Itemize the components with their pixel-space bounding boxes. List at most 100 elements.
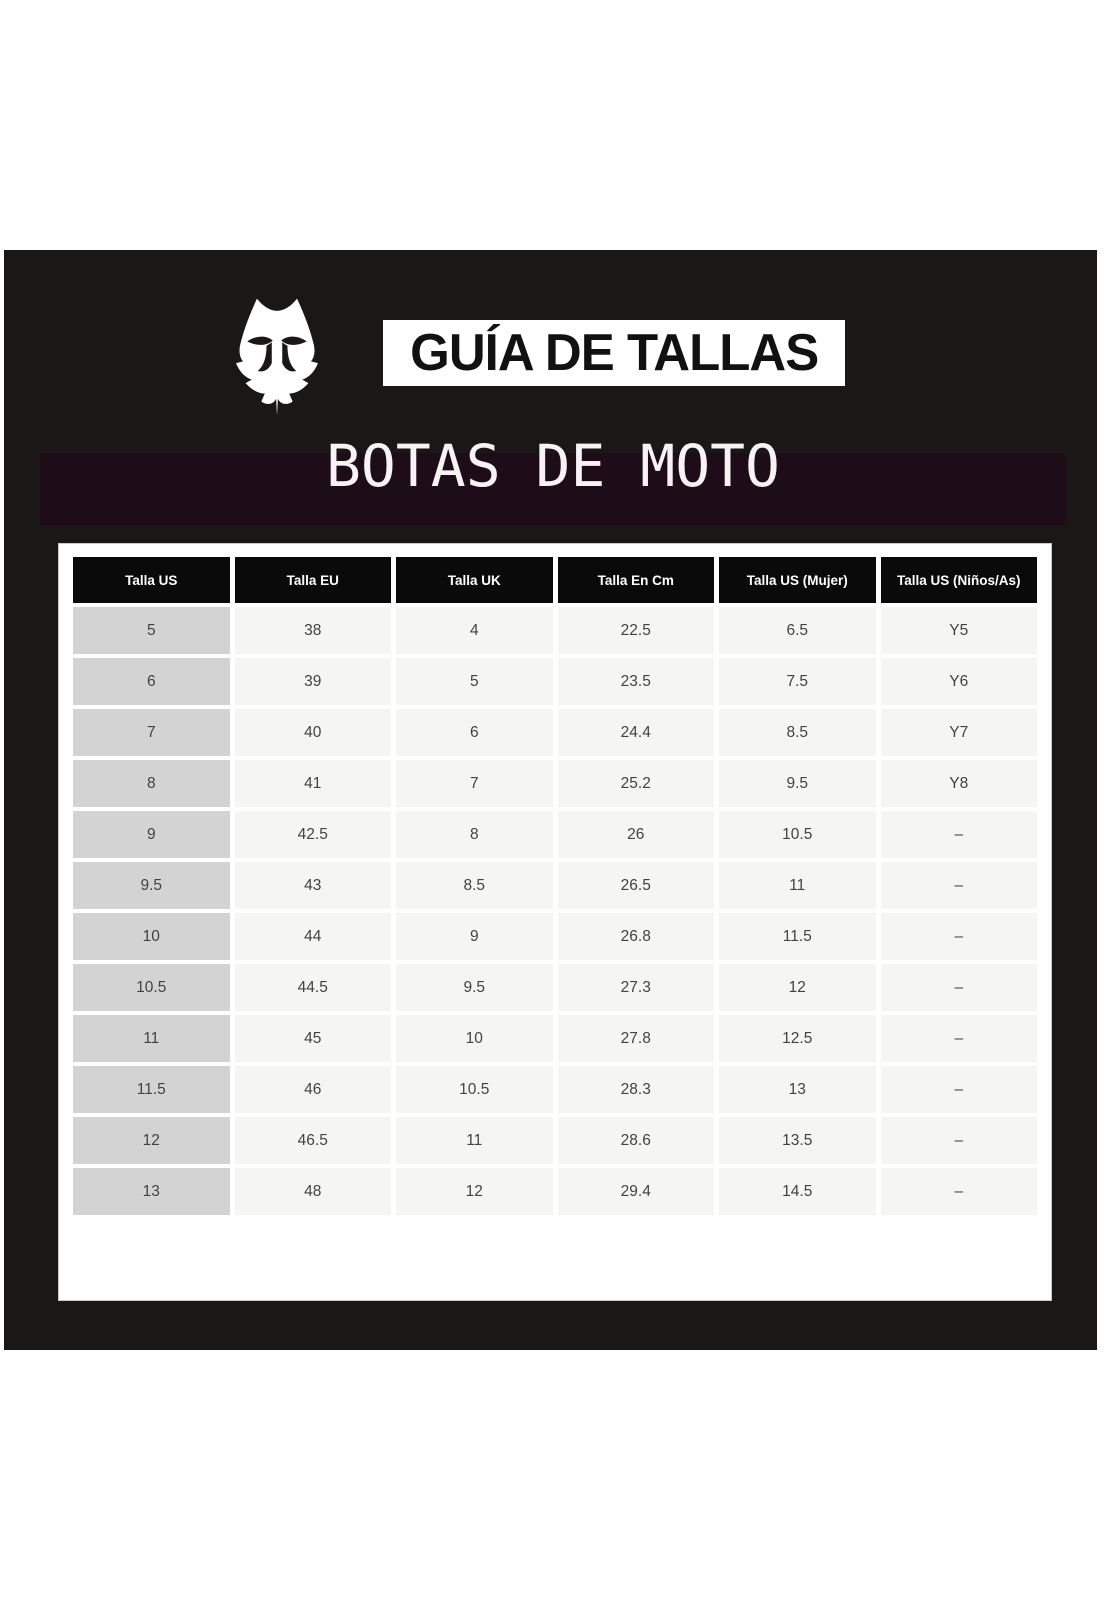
- table-cell: 40: [234, 709, 391, 756]
- table-cell: 12: [396, 1168, 553, 1215]
- table-cell: 9.5: [73, 862, 230, 909]
- table-cell: 10.5: [396, 1066, 553, 1113]
- table-row: 10.5 44.5 9.5 27.3 12–: [73, 964, 1037, 1011]
- table-cell: –: [880, 1015, 1037, 1062]
- table-cell: 28.6: [557, 1117, 714, 1164]
- table-cell: 41: [234, 760, 391, 807]
- table-row: 7 40 6 24.4 8.5 Y7: [73, 709, 1037, 756]
- table-row: 6 39 5 23.5 7.5 Y6: [73, 658, 1037, 705]
- table-cell: 13: [719, 1066, 876, 1113]
- table-cell: 6: [396, 709, 553, 756]
- size-table-head: Talla US Talla EU Talla UK Talla En Cm Talla…: [73, 557, 1037, 603]
- size-table: Talla US Talla EU Talla UK Talla En Cm Talla…: [68, 553, 1042, 1219]
- table-cell: 9: [396, 913, 553, 960]
- table-cell: 44: [234, 913, 391, 960]
- table-cell: 23.5: [557, 658, 714, 705]
- subtitle-band: BOTAS DE MOTO: [40, 437, 1066, 525]
- column-header: Talla En Cm: [557, 557, 714, 603]
- table-row: 9 42.5 8 26 10.5–: [73, 811, 1037, 858]
- table-cell: 10.5: [719, 811, 876, 858]
- table-row: 11.5 46 10.5 28.3 13–: [73, 1066, 1037, 1113]
- table-cell: 29.4: [557, 1168, 714, 1215]
- table-cell: 12.5: [719, 1015, 876, 1062]
- table-cell: 11: [719, 862, 876, 909]
- table-cell: 8.5: [396, 862, 553, 909]
- table-cell: 48: [234, 1168, 391, 1215]
- table-cell: 14.5: [719, 1168, 876, 1215]
- table-cell: 7: [73, 709, 230, 756]
- title-banner: GUÍA DE TALLAS: [383, 320, 845, 386]
- table-cell: 8: [73, 760, 230, 807]
- table-cell: –: [880, 1066, 1037, 1113]
- table-cell: Y5: [880, 607, 1037, 654]
- page-subtitle: BOTAS DE MOTO: [326, 432, 780, 500]
- table-cell: 6: [73, 658, 230, 705]
- table-cell: 22.5: [557, 607, 714, 654]
- table-cell: –: [880, 1117, 1037, 1164]
- table-cell: 26.5: [557, 862, 714, 909]
- table-row: 13 48 12 29.4 14.5–: [73, 1168, 1037, 1215]
- table-cell: 25.2: [557, 760, 714, 807]
- table-cell: 11.5: [73, 1066, 230, 1113]
- table-cell: 5: [73, 607, 230, 654]
- table-cell: 4: [396, 607, 553, 654]
- table-cell: 9: [73, 811, 230, 858]
- table-cell: 46: [234, 1066, 391, 1113]
- table-cell: –: [880, 964, 1037, 1011]
- table-cell: 5: [396, 658, 553, 705]
- table-row: 8 41 7 25.2 9.5 Y8: [73, 760, 1037, 807]
- table-cell: 10.5: [73, 964, 230, 1011]
- table-cell: 46.5: [234, 1117, 391, 1164]
- table-cell: 12: [719, 964, 876, 1011]
- table-cell: 11: [396, 1117, 553, 1164]
- table-cell: –: [880, 1168, 1037, 1215]
- table-cell: –: [880, 811, 1037, 858]
- size-table-body: 5 38 4 22.5 6.5 Y5 6 39 5 23.5 7.5 Y6 7 40 6 24.4 8.5 Y7 8…: [73, 607, 1037, 1215]
- table-row: 5 38 4 22.5 6.5 Y5: [73, 607, 1037, 654]
- table-cell: 44.5: [234, 964, 391, 1011]
- table-cell: 42.5: [234, 811, 391, 858]
- table-cell: 13: [73, 1168, 230, 1215]
- column-header: Talla EU: [234, 557, 391, 603]
- column-header: Talla US (Niños/As): [880, 557, 1037, 603]
- table-row: 12 46.5 11 28.6 13.5–: [73, 1117, 1037, 1164]
- table-cell: 10: [73, 913, 230, 960]
- table-row: 10 44 9 26.8 11.5–: [73, 913, 1037, 960]
- header-row: Talla US Talla EU Talla UK Talla En Cm Talla…: [73, 557, 1037, 603]
- table-cell: 24.4: [557, 709, 714, 756]
- table-cell: 9.5: [719, 760, 876, 807]
- table-cell: 38: [234, 607, 391, 654]
- column-header: Talla US (Mujer): [719, 557, 876, 603]
- table-cell: 43: [234, 862, 391, 909]
- table-row: 9.5 43 8.5 26.5 11–: [73, 862, 1037, 909]
- table-cell: 11.5: [719, 913, 876, 960]
- table-cell: 26: [557, 811, 714, 858]
- table-cell: 27.8: [557, 1015, 714, 1062]
- table-cell: 26.8: [557, 913, 714, 960]
- table-cell: 7.5: [719, 658, 876, 705]
- table-cell: 8.5: [719, 709, 876, 756]
- table-cell: 27.3: [557, 964, 714, 1011]
- column-header: Talla UK: [396, 557, 553, 603]
- table-cell: –: [880, 913, 1037, 960]
- table-row: 11 45 10 27.8 12.5–: [73, 1015, 1037, 1062]
- size-guide-panel: GUÍA DE TALLAS BOTAS DE MOTO Talla US Tal…: [4, 250, 1097, 1350]
- size-table-card: Talla US Talla EU Talla UK Talla En Cm Talla…: [58, 543, 1052, 1301]
- table-cell: 45: [234, 1015, 391, 1062]
- table-cell: 39: [234, 658, 391, 705]
- table-cell: Y8: [880, 760, 1037, 807]
- table-cell: Y6: [880, 658, 1037, 705]
- table-cell: –: [880, 862, 1037, 909]
- table-cell: 12: [73, 1117, 230, 1164]
- table-cell: 13.5: [719, 1117, 876, 1164]
- page-title: GUÍA DE TALLAS: [409, 324, 819, 382]
- table-cell: 28.3: [557, 1066, 714, 1113]
- table-cell: 6.5: [719, 607, 876, 654]
- table-cell: 9.5: [396, 964, 553, 1011]
- table-cell: 11: [73, 1015, 230, 1062]
- table-cell: 7: [396, 760, 553, 807]
- fox-head-icon: [236, 298, 318, 416]
- table-cell: Y7: [880, 709, 1037, 756]
- table-cell: 10: [396, 1015, 553, 1062]
- table-cell: 8: [396, 811, 553, 858]
